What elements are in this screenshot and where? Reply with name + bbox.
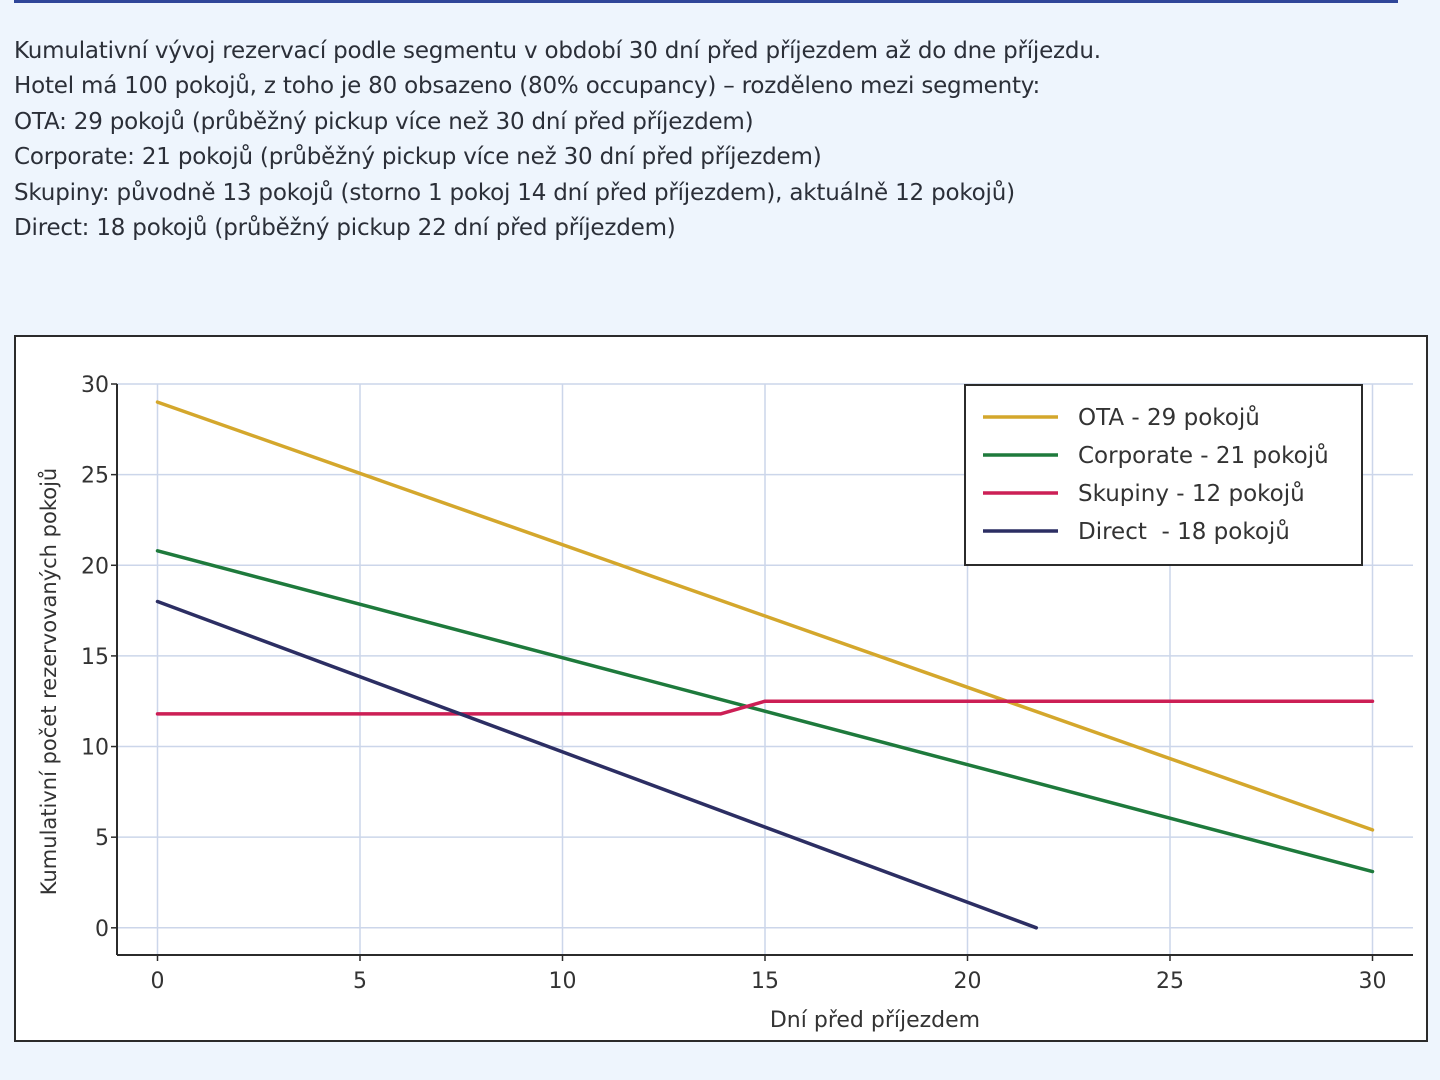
series-line: [155, 599, 1039, 930]
series-line: [155, 549, 1375, 874]
x-tick-label: 5: [353, 969, 367, 994]
y-tick-label: 0: [95, 917, 109, 942]
legend-label: Corporate - 21 pokojů: [1078, 442, 1329, 469]
chart-description: Kumulativní vývoj rezervací podle segmen…: [14, 34, 1414, 246]
legend: OTA - 29 pokojů Corporate - 21 pokojů Skup…: [964, 384, 1363, 566]
series-line: [155, 699, 1375, 716]
x-tick-label: 0: [151, 969, 165, 994]
series-lines: [155, 400, 1375, 930]
x-tick-label: 20: [954, 969, 982, 994]
y-tick-label: 20: [81, 554, 109, 579]
top-accent-rule: [14, 0, 1398, 3]
x-tick-label: 25: [1156, 969, 1184, 994]
x-axis-title: Dní před příjezdem: [770, 1008, 980, 1033]
x-tick-label: 30: [1359, 969, 1387, 994]
description-line: Skupiny: původně 13 pokojů (storno 1 pok…: [14, 179, 1015, 206]
y-tick-label: 5: [95, 826, 109, 851]
y-tick-label: 25: [81, 464, 109, 489]
y-tick-label: 15: [81, 645, 109, 670]
axes: 0 5 10 15 20 25 30 0 5 10 15 20 25 30 Dní před příjezd…: [37, 373, 1413, 1033]
description-line: Hotel má 100 pokojů, z toho je 80 obsaze…: [14, 73, 1041, 100]
description-line: Corporate: 21 pokojů (průběžný pickup ví…: [14, 144, 822, 171]
x-tick-label: 10: [549, 969, 577, 994]
legend-label: Skupiny - 12 pokojů: [1078, 480, 1305, 507]
description-line: Kumulativní vývoj rezervací podle segmen…: [14, 38, 1101, 64]
x-tick-label: 15: [751, 969, 779, 994]
legend-label: OTA - 29 pokojů: [1078, 404, 1260, 431]
description-line: Direct: 18 pokojů (průběžný pickup 22 dn…: [14, 215, 676, 242]
series-line: [155, 400, 1375, 832]
description-line: OTA: 29 pokojů (průběžný pickup více než…: [14, 108, 754, 135]
y-axis-title: Kumulativní počet rezervovaných pokojů: [37, 468, 61, 895]
y-tick-label: 30: [81, 373, 109, 398]
y-tick-label: 10: [81, 736, 109, 761]
legend-label: Direct - 18 pokojů: [1078, 518, 1290, 545]
legend-box: [964, 384, 1363, 566]
